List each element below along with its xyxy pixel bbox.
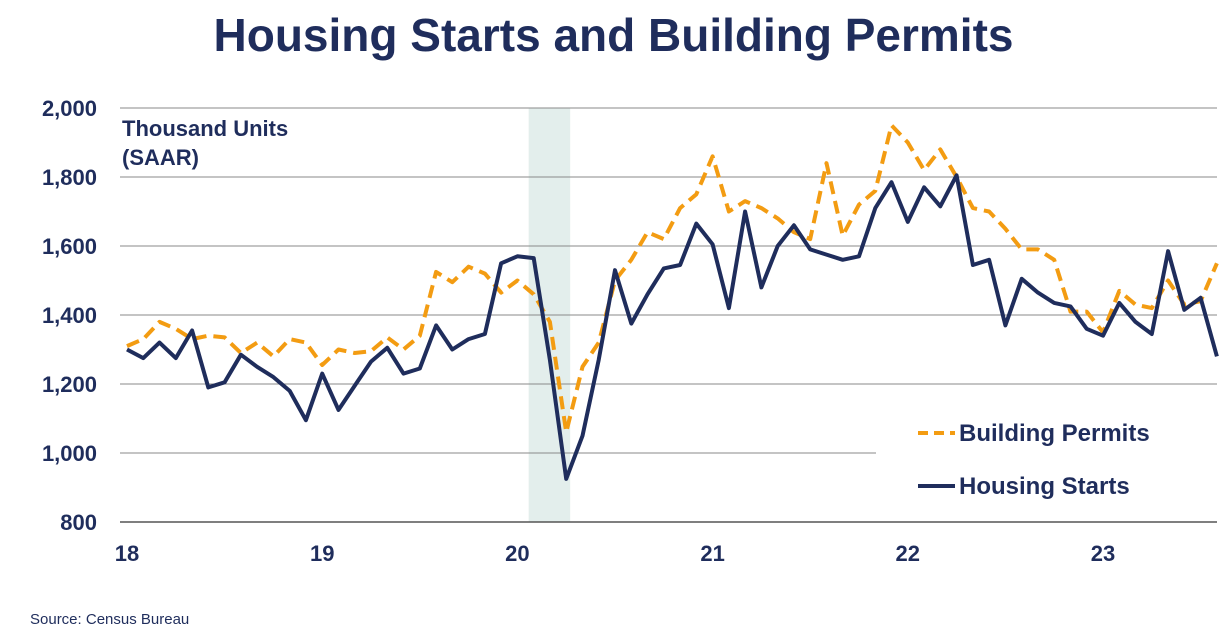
x-tick-label: 19 (310, 541, 334, 566)
x-tick-label: 22 (896, 541, 920, 566)
legend-label-building-permits: Building Permits (959, 420, 1150, 447)
x-tick-label: 18 (115, 541, 139, 566)
y-tick-label: 1,800 (42, 165, 97, 190)
legend-label-housing-starts: Housing Starts (959, 473, 1130, 500)
unit-label-line2: (SAAR) (122, 145, 199, 170)
y-tick-label: 800 (60, 510, 97, 535)
y-tick-label: 1,000 (42, 441, 97, 466)
x-axis-tick-labels: 18 19 20 21 22 23 (115, 541, 1115, 566)
x-tick-label: 23 (1091, 541, 1115, 566)
x-tick-label: 20 (505, 541, 529, 566)
gridlines (120, 107, 1217, 523)
y-tick-label: 1,400 (42, 303, 97, 328)
source-note: Source: Census Bureau (30, 611, 190, 628)
x-tick-label: 21 (700, 541, 724, 566)
series-lines (126, 123, 1219, 481)
y-axis-tick-labels: 800 1,000 1,200 1,400 1,600 1,800 2,000 (42, 96, 97, 535)
y-tick-label: 1,200 (42, 372, 97, 397)
series-line-housing-starts (126, 173, 1219, 481)
legend: Building Permits Housing Starts (918, 420, 1150, 500)
series-line-building-permits (126, 123, 1219, 435)
y-tick-label: 2,000 (42, 96, 97, 121)
y-tick-label: 1,600 (42, 234, 97, 259)
unit-label-line1: Thousand Units (122, 116, 288, 141)
chart-title: Housing Starts and Building Permits (213, 9, 1014, 61)
